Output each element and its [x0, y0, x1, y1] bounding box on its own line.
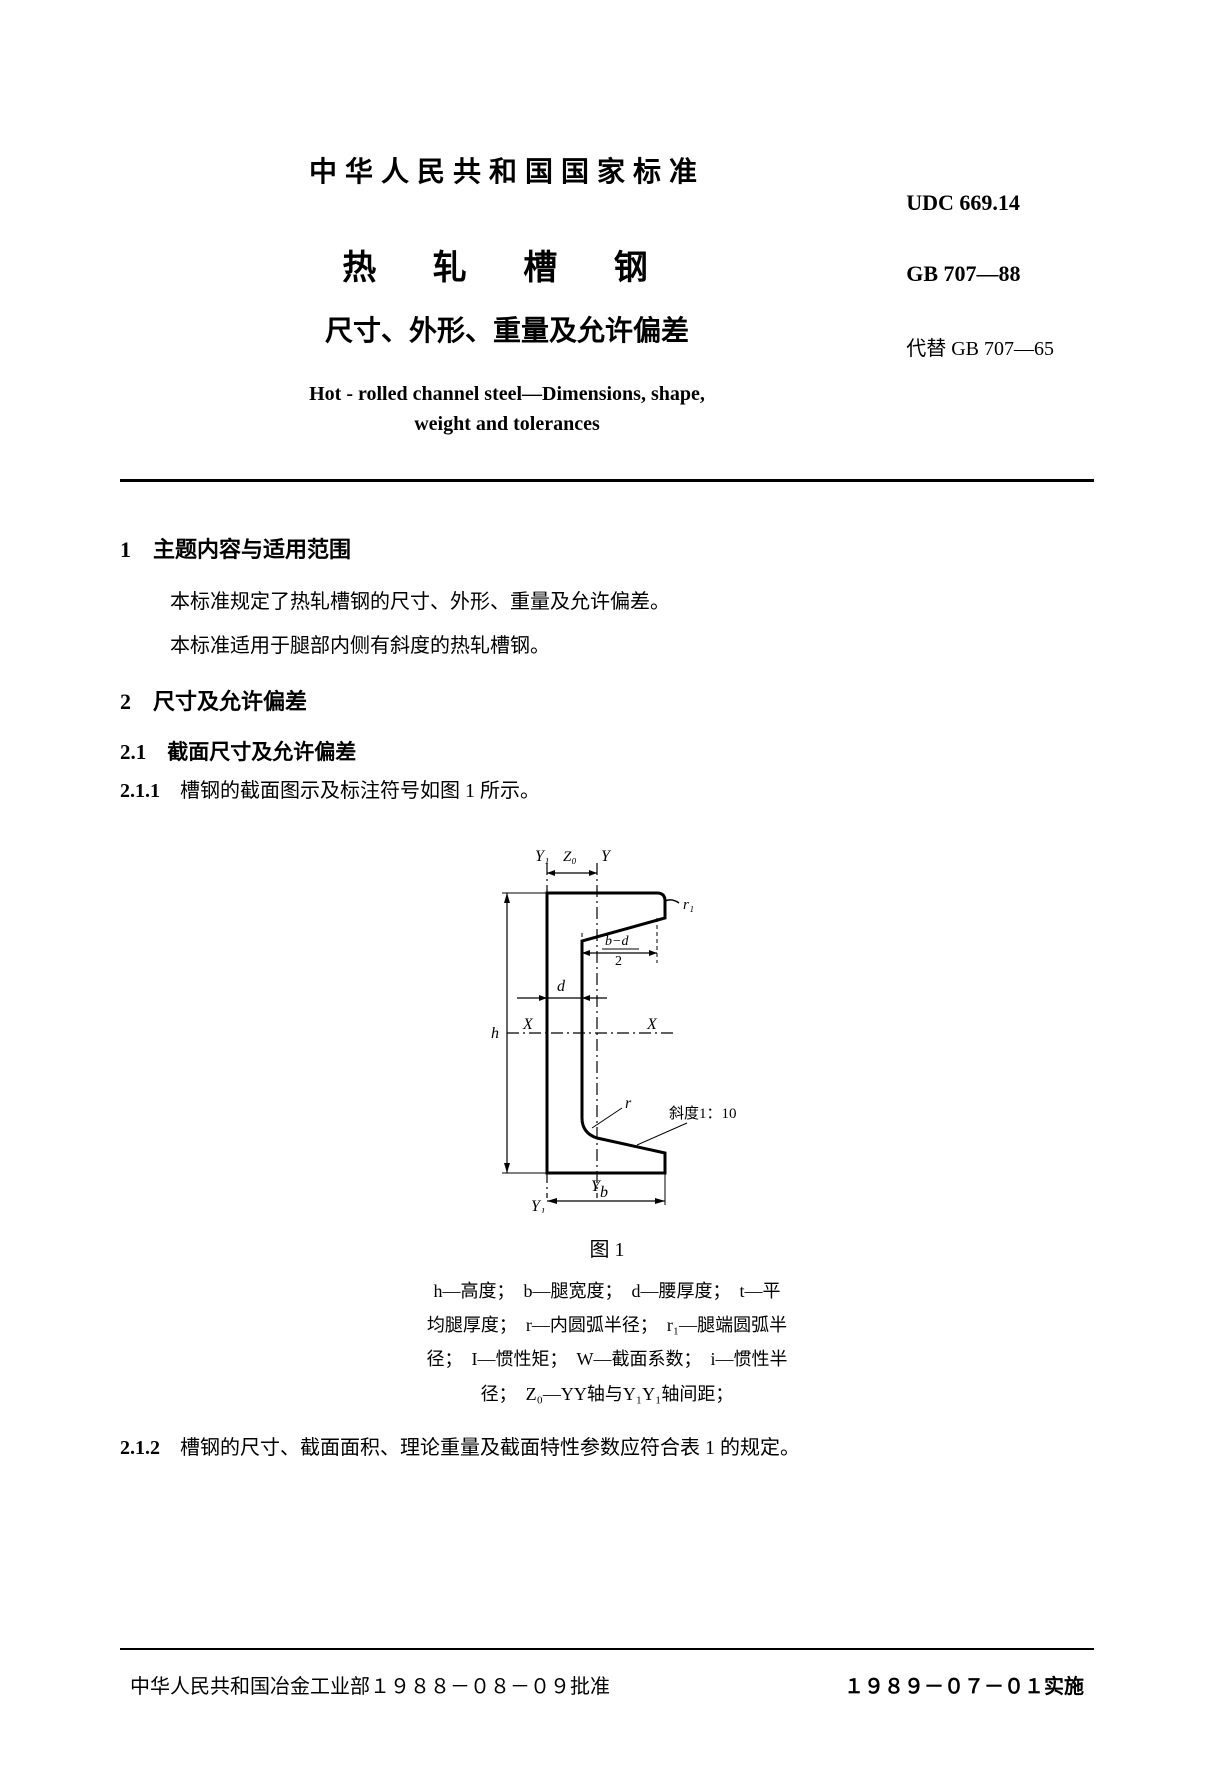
label-x-right: X — [646, 1016, 658, 1033]
title-en-line1: Hot - rolled channel steel—Dimensions, s… — [0, 379, 1094, 409]
footer-left: 中华人民共和国冶金工业部１９８８－０８－０９批准 — [130, 1670, 610, 1699]
section-2-heading: 2 尺寸及允许偏差 — [120, 684, 1094, 716]
label-y-top: Y — [601, 848, 612, 865]
header-block: 中华人民共和国国家标准 热 轧 槽 钢 尺寸、外形、重量及允许偏差 Hot - … — [120, 150, 1094, 439]
label-y1-top: Y₁ — [535, 848, 549, 865]
item-2-1-1: 2.1.1 槽钢的截面图示及标注符号如图 1 所示。 — [120, 774, 1094, 803]
label-b: b — [600, 1184, 608, 1201]
section-2-1-heading: 2.1 截面尺寸及允许偏差 — [120, 736, 1094, 766]
replace-code: 代替 GB 707—65 — [906, 332, 1054, 361]
item-2-1-2-num: 2.1.2 — [120, 1437, 160, 1459]
label-h: h — [491, 1025, 499, 1042]
label-d: d — [557, 978, 566, 995]
footer-right: １９８９－０７－０１实施 — [844, 1670, 1084, 1699]
item-2-1-1-text: 槽钢的截面图示及标注符号如图 1 所示。 — [160, 780, 540, 802]
legend-line-3: 径； I—惯性矩； W—截面系数； i—惯性半 — [327, 1342, 887, 1376]
item-2-1-2: 2.1.2 槽钢的尺寸、截面面积、理论重量及截面特性参数应符合表 1 的规定。 — [120, 1431, 1094, 1460]
figure-caption: 图 1 — [120, 1233, 1094, 1262]
org-title: 中华人民共和国国家标准 — [0, 150, 1094, 190]
label-frac-den: 2 — [615, 954, 622, 969]
section-1-p2: 本标准适用于腿部内侧有斜度的热轧槽钢。 — [170, 628, 1094, 664]
section-1-p1: 本标准规定了热轧槽钢的尺寸、外形、重量及允许偏差。 — [170, 584, 1094, 620]
label-frac-num: b−d — [605, 934, 629, 949]
label-z0: Z₀ — [563, 849, 577, 865]
label-x-left: X — [522, 1016, 534, 1033]
figure-1-block: r₁ Y₁ Z₀ Y b−d 2 — [120, 833, 1094, 1411]
title-en-line2: weight and tolerances — [0, 409, 1094, 439]
label-y1-bot: Y₁ — [531, 1198, 545, 1213]
item-2-1-2-text: 槽钢的尺寸、截面面积、理论重量及截面特性参数应符合表 1 的规定。 — [160, 1437, 800, 1459]
label-slope: 斜度1：10 — [669, 1105, 737, 1122]
legend-line-1: h—高度； b—腿宽度； d—腰厚度； t—平 — [327, 1274, 887, 1308]
gb-code: GB 707—88 — [906, 261, 1054, 287]
section-1-heading: 1 主题内容与适用范围 — [120, 532, 1094, 564]
divider-bottom — [120, 1648, 1094, 1650]
udc-code: UDC 669.14 — [906, 190, 1054, 216]
figure-legend: h—高度； b—腿宽度； d—腰厚度； t—平 均腿厚度； r—内圆弧半径； r… — [327, 1274, 887, 1411]
legend-line-4: 径； Z₀—YY轴与Y₁Y₁轴间距； — [327, 1377, 887, 1411]
label-r: r — [625, 1095, 632, 1112]
divider-top — [120, 479, 1094, 482]
label-r1: r₁ — [683, 897, 694, 913]
document-page: 中华人民共和国国家标准 热 轧 槽 钢 尺寸、外形、重量及允许偏差 Hot - … — [0, 0, 1214, 1779]
legend-line-2: 均腿厚度； r—内圆弧半径； r₁—腿端圆弧半 — [327, 1308, 887, 1342]
right-codes: UDC 669.14 GB 707—88 代替 GB 707—65 — [906, 190, 1054, 361]
footer-row: 中华人民共和国冶金工业部１９８８－０８－０９批准 １９８９－０７－０１实施 — [120, 1670, 1094, 1699]
item-2-1-1-num: 2.1.1 — [120, 780, 160, 802]
channel-diagram: r₁ Y₁ Z₀ Y b−d 2 — [447, 833, 767, 1213]
